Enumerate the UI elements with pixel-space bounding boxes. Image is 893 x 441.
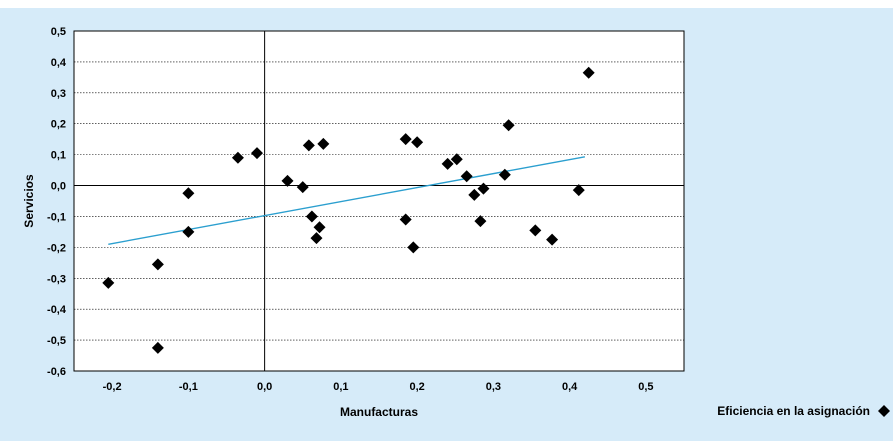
y-tick-label: -0,3: [47, 273, 66, 285]
y-tick-label: -0,4: [47, 304, 67, 316]
data-point: [317, 137, 330, 150]
y-tick-label: -0,2: [47, 242, 66, 254]
data-point: [151, 341, 164, 354]
data-point: [399, 213, 412, 226]
x-axis-label: Manufacturas: [340, 405, 418, 419]
y-tick-label: -0,6: [47, 366, 66, 378]
x-tick-labels: -0,2 -0,1 0,0 0,1 0,2 0,3 0,4 0,5: [103, 381, 654, 393]
data-point: [296, 181, 309, 194]
data-point: [474, 215, 487, 228]
data-point: [313, 221, 326, 234]
data-point: [151, 258, 164, 271]
data-point: [281, 174, 294, 187]
data-point: [305, 210, 318, 223]
data-point: [450, 153, 463, 166]
data-point: [502, 119, 515, 132]
data-point: [182, 225, 195, 238]
y-tick-label: 0,4: [51, 57, 67, 69]
data-point: [498, 168, 511, 181]
data-point: [310, 232, 323, 245]
data-point: [407, 241, 420, 254]
y-tick-label: 0,5: [51, 26, 66, 38]
data-point: [441, 157, 454, 170]
y-tick-label: -0,1: [47, 211, 66, 223]
data-point: [102, 276, 115, 289]
data-point: [477, 182, 490, 195]
zero-axes: [74, 31, 684, 371]
y-tick-labels: 0,5 0,4 0,3 0,2 0,1 0,0 -0,1 -0,2 -0,3 -0,4 -0,5 -0…: [47, 26, 67, 378]
data-points: [102, 66, 595, 354]
scatter-chart: -0,2 -0,1 0,0 0,1 0,2 0,3 0,4 0,5 0,50,40,30,20…: [0, 8, 893, 441]
data-point: [546, 233, 559, 246]
x-tick-label: -0,2: [103, 381, 122, 393]
data-point: [582, 66, 595, 79]
x-tick-label: 0,0: [257, 381, 272, 393]
data-point: [302, 139, 315, 152]
x-tick-label: 0,3: [486, 381, 501, 393]
x-tick-label: -0,1: [179, 381, 198, 393]
y-tick-label: -0,5: [47, 335, 66, 347]
legend-marker-icon: [878, 405, 890, 417]
y-tick-label: 0,2: [51, 119, 66, 131]
legend-label: Eficiencia en la asignación: [717, 404, 870, 418]
data-point: [460, 170, 473, 183]
data-point: [529, 224, 542, 237]
x-tick-label: 0,1: [333, 381, 348, 393]
data-point: [231, 151, 244, 164]
y-tick-label: 0,1: [51, 150, 66, 162]
x-tick-label: 0,5: [638, 381, 653, 393]
y-axis-label: Servicios: [22, 174, 36, 228]
y-tick-label: 0,0: [51, 181, 66, 193]
x-tick-label: 0,4: [562, 381, 578, 393]
data-point: [251, 147, 263, 160]
plot-area: [73, 30, 685, 372]
x-tick-label: 0,2: [409, 381, 424, 393]
data-point: [572, 184, 585, 197]
y-tick-label: 0,3: [51, 88, 66, 100]
data-point: [399, 133, 412, 146]
data-point: [411, 136, 424, 149]
data-point: [468, 188, 481, 201]
data-point: [182, 187, 195, 200]
